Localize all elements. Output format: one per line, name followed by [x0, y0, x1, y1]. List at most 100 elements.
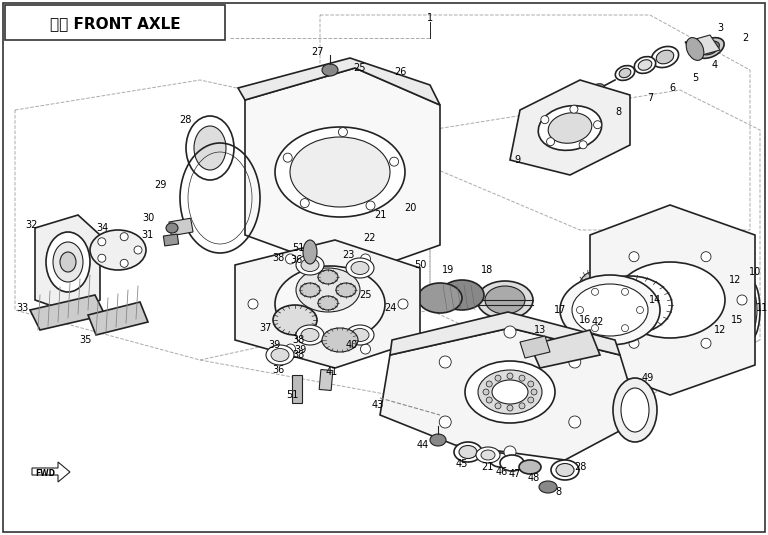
- Ellipse shape: [194, 126, 226, 170]
- Ellipse shape: [651, 47, 679, 67]
- Text: 33: 33: [16, 303, 28, 313]
- Ellipse shape: [613, 378, 657, 442]
- Circle shape: [591, 325, 598, 332]
- Ellipse shape: [538, 105, 602, 150]
- Circle shape: [519, 375, 525, 381]
- Ellipse shape: [186, 116, 234, 180]
- Text: 13: 13: [534, 325, 546, 335]
- Text: 21: 21: [374, 210, 386, 220]
- Text: 16: 16: [579, 315, 591, 325]
- Ellipse shape: [346, 325, 374, 345]
- Circle shape: [98, 238, 106, 246]
- Circle shape: [701, 338, 711, 348]
- Text: 50: 50: [414, 260, 426, 270]
- Text: 前桥 FRONT AXLE: 前桥 FRONT AXLE: [50, 17, 180, 32]
- Polygon shape: [30, 295, 105, 330]
- Ellipse shape: [615, 262, 725, 338]
- Text: 38: 38: [292, 350, 304, 360]
- Ellipse shape: [556, 463, 574, 477]
- Ellipse shape: [53, 242, 83, 282]
- Text: 51: 51: [286, 390, 298, 400]
- Ellipse shape: [519, 460, 541, 474]
- Circle shape: [389, 157, 399, 166]
- Circle shape: [495, 375, 501, 381]
- Text: 22: 22: [364, 233, 376, 243]
- Ellipse shape: [481, 450, 495, 460]
- Text: 36: 36: [272, 365, 284, 375]
- Circle shape: [486, 381, 492, 387]
- Circle shape: [98, 254, 106, 262]
- Bar: [292, 375, 302, 403]
- Text: 20: 20: [404, 203, 416, 213]
- Ellipse shape: [383, 232, 401, 244]
- Ellipse shape: [336, 283, 356, 297]
- Polygon shape: [245, 68, 440, 275]
- Text: 21: 21: [481, 462, 493, 472]
- Ellipse shape: [615, 66, 634, 80]
- Circle shape: [737, 295, 747, 305]
- Bar: [319, 370, 333, 391]
- Text: 27: 27: [312, 47, 324, 57]
- Ellipse shape: [700, 41, 720, 55]
- Ellipse shape: [539, 481, 557, 493]
- Circle shape: [570, 105, 578, 113]
- Text: 8: 8: [615, 107, 621, 117]
- Circle shape: [547, 137, 554, 146]
- Text: 8: 8: [555, 487, 561, 497]
- Circle shape: [579, 141, 588, 149]
- Ellipse shape: [322, 64, 338, 76]
- Circle shape: [621, 325, 628, 332]
- Ellipse shape: [577, 96, 587, 104]
- Circle shape: [629, 338, 639, 348]
- Circle shape: [577, 307, 584, 314]
- Ellipse shape: [551, 460, 579, 480]
- Text: 46: 46: [496, 467, 508, 477]
- Text: 15: 15: [731, 315, 743, 325]
- Circle shape: [504, 326, 516, 338]
- Bar: [5, 5, 225, 40]
- Text: 1: 1: [427, 13, 433, 23]
- Ellipse shape: [271, 348, 289, 362]
- Ellipse shape: [485, 286, 525, 314]
- Text: 7: 7: [647, 93, 653, 103]
- Text: 25: 25: [359, 290, 371, 300]
- Text: FWD: FWD: [35, 469, 55, 478]
- Ellipse shape: [500, 455, 524, 471]
- Ellipse shape: [476, 447, 500, 463]
- Ellipse shape: [351, 328, 369, 341]
- Polygon shape: [88, 302, 148, 335]
- Text: 14: 14: [649, 295, 661, 305]
- Ellipse shape: [572, 284, 648, 336]
- Circle shape: [507, 373, 513, 379]
- Circle shape: [120, 259, 128, 268]
- Circle shape: [528, 381, 534, 387]
- Circle shape: [569, 356, 581, 368]
- Ellipse shape: [459, 446, 477, 458]
- Text: 51: 51: [292, 243, 304, 253]
- Ellipse shape: [347, 262, 359, 270]
- Circle shape: [360, 254, 370, 264]
- Text: 48: 48: [528, 473, 540, 483]
- Circle shape: [286, 344, 296, 354]
- Ellipse shape: [634, 57, 656, 73]
- Ellipse shape: [740, 280, 760, 340]
- Text: 24: 24: [384, 303, 396, 313]
- Ellipse shape: [378, 229, 406, 247]
- Ellipse shape: [318, 270, 338, 284]
- Ellipse shape: [418, 283, 462, 313]
- Text: 36: 36: [290, 255, 302, 265]
- Ellipse shape: [300, 283, 320, 297]
- Bar: [169, 218, 193, 236]
- Ellipse shape: [266, 345, 294, 365]
- Circle shape: [366, 201, 375, 210]
- Circle shape: [504, 446, 516, 458]
- Text: 19: 19: [442, 265, 454, 275]
- Ellipse shape: [578, 272, 602, 308]
- Ellipse shape: [367, 249, 383, 261]
- Text: 28: 28: [574, 462, 586, 472]
- Text: 9: 9: [514, 155, 520, 165]
- Text: 5: 5: [692, 73, 698, 83]
- Circle shape: [495, 403, 501, 409]
- Polygon shape: [380, 328, 640, 460]
- Ellipse shape: [322, 328, 358, 352]
